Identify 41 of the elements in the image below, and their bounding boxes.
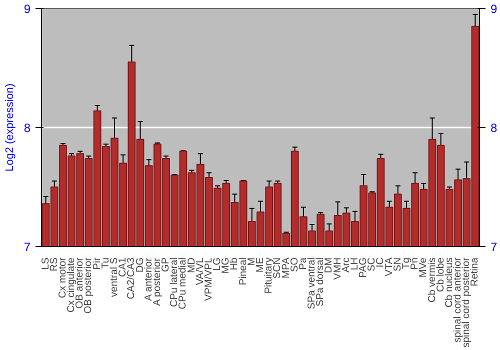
x-tick-label: LH	[349, 257, 360, 270]
x-tick-label: VTA	[384, 257, 395, 276]
x-tick-label: CA2/CA3	[126, 257, 138, 300]
x-tick-label: SN	[392, 257, 404, 272]
x-tick-label: CPu medial	[178, 257, 189, 310]
y2-tick-label: 9	[490, 2, 498, 16]
x-tick-label: MPA	[280, 257, 292, 278]
y-tick-label: 7	[24, 240, 31, 254]
x-tick-label: ME	[255, 257, 266, 272]
x-tick-label: Hb	[229, 257, 240, 270]
x-tick-label: Arc	[340, 258, 352, 272]
x-tick-label: Tg	[401, 258, 412, 270]
x-tick-label: SCN	[272, 257, 284, 279]
x-tick-label: VPM/VPL	[203, 257, 214, 301]
x-tick-label: Pituitary	[264, 258, 275, 294]
x-tick-label: VMH	[332, 257, 344, 280]
y-tick-label: 9	[24, 2, 31, 16]
x-tick-label: Pineal	[238, 257, 249, 286]
x-tick-label: M	[246, 257, 258, 266]
x-tick-label: DG	[134, 257, 146, 272]
x-tick-label: DM	[324, 257, 335, 274]
x-tick-label: Cb lobe	[435, 257, 446, 292]
x-tick-label: OB posterior	[83, 256, 94, 314]
x-tick-label: RS	[48, 257, 60, 272]
x-tick-label: IC	[375, 258, 386, 268]
x-tick-label: A anterior	[143, 257, 154, 301]
y-tick-label: 8	[24, 121, 31, 135]
y-axis-title: Log2 (expression)	[4, 83, 16, 172]
x-tick-label: MVe	[418, 257, 430, 278]
x-tick-label: A posterior	[152, 257, 163, 306]
x-tick-label: Pir	[92, 256, 103, 270]
x-tick-label: Cb nucleus	[444, 258, 455, 308]
y2-tick-label: 8	[490, 121, 498, 135]
x-tick-label: Pa	[298, 257, 309, 270]
x-tick-label: LS	[40, 257, 52, 270]
x-tick-label: Tu	[100, 257, 112, 269]
y2-tick-label: 7	[490, 240, 498, 254]
x-tick-label: SO	[289, 257, 300, 272]
x-tick-label: Retina	[470, 257, 481, 286]
x-tick-label: ventral S	[109, 257, 120, 297]
x-tick-label: spinal cord posterior	[461, 256, 472, 348]
